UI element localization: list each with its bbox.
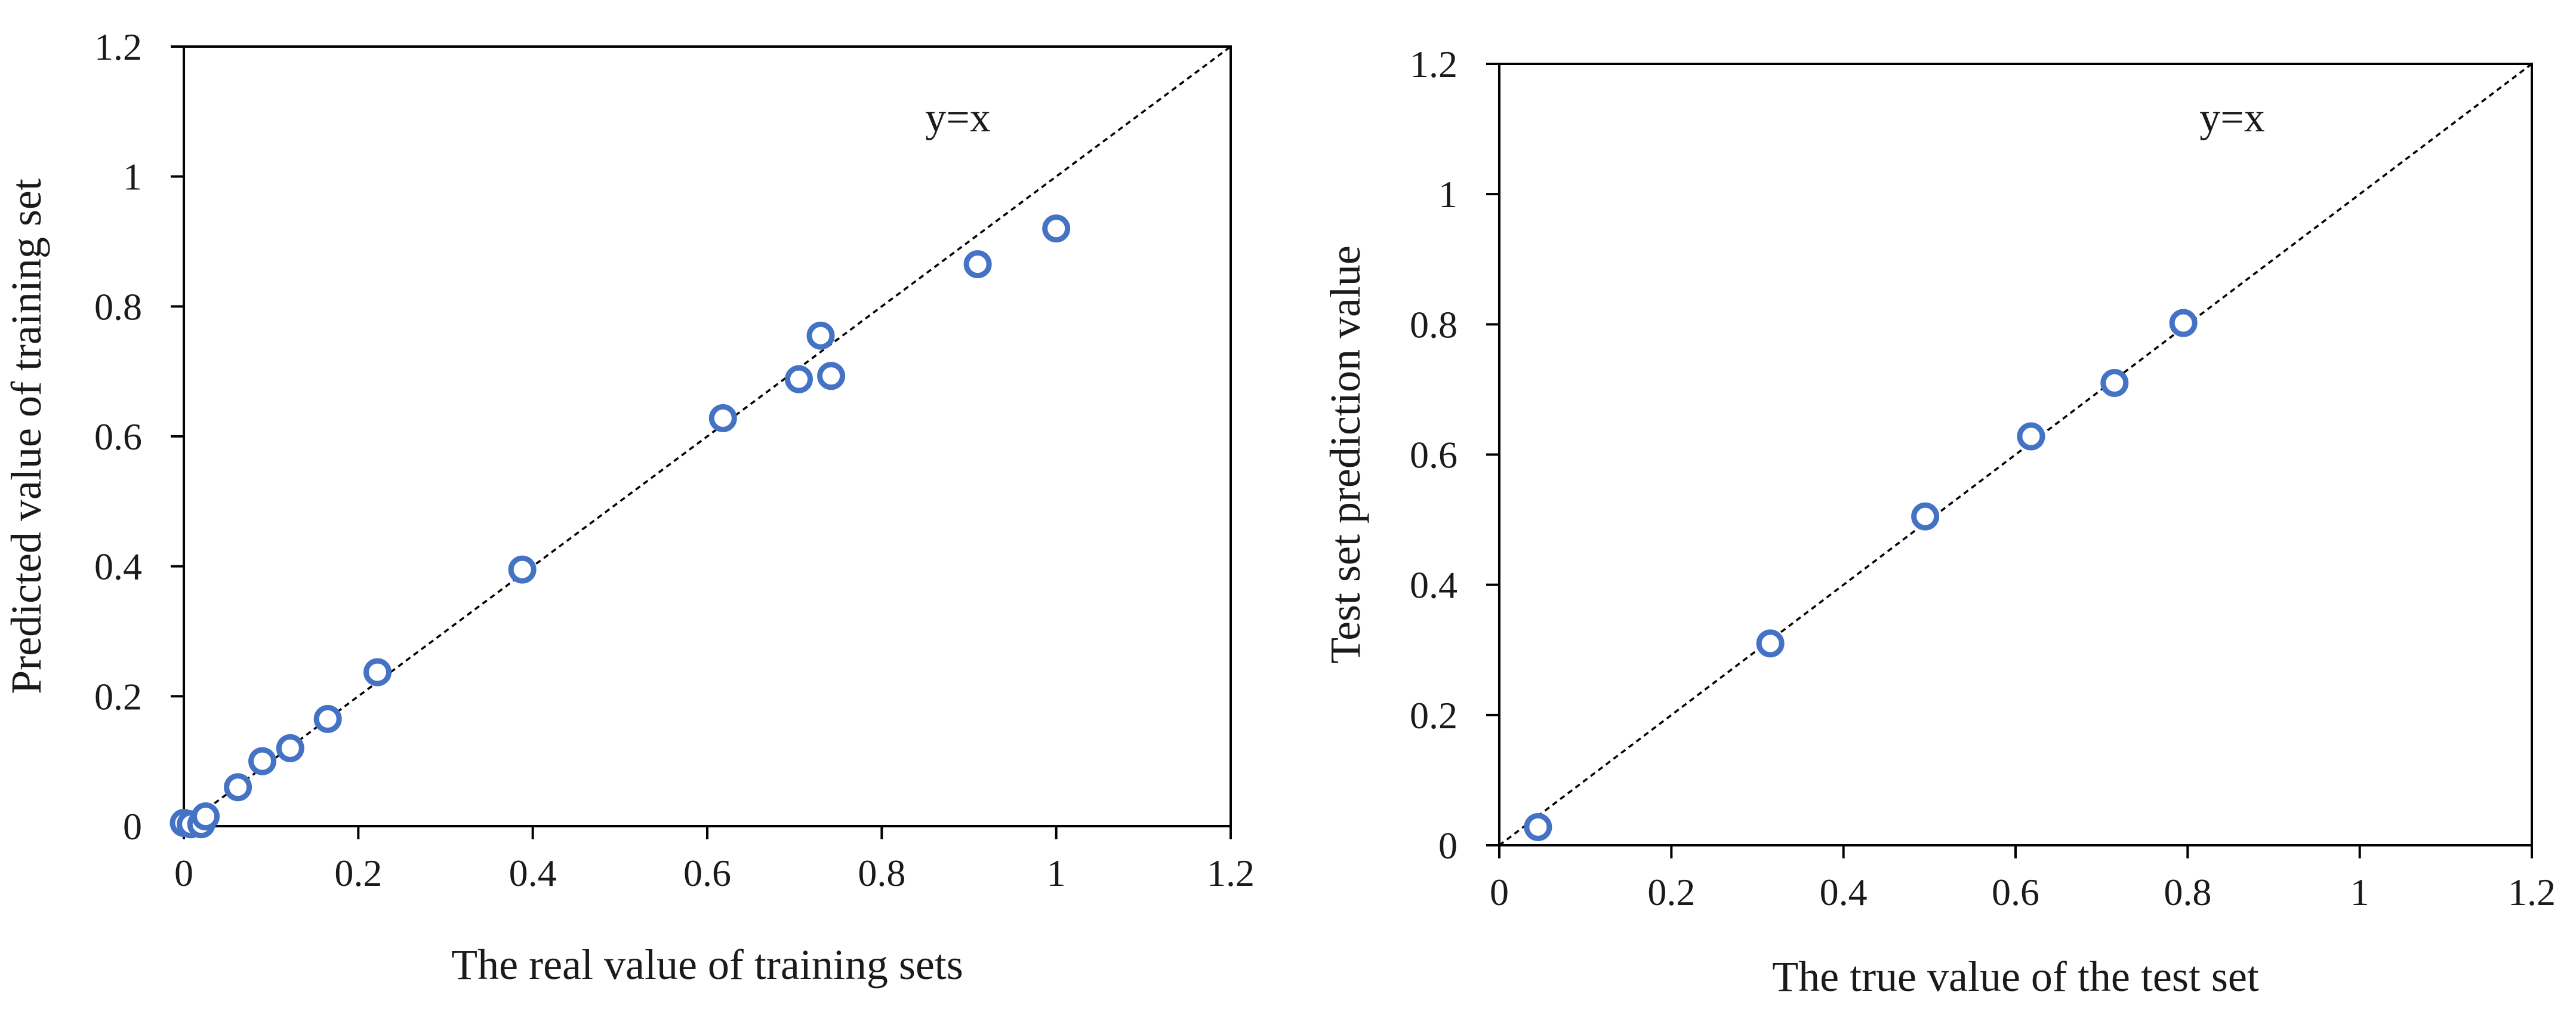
data-point bbox=[1524, 812, 1552, 841]
reference-line bbox=[1498, 63, 2533, 846]
y-tick-label: 0.6 bbox=[1410, 434, 1458, 476]
x-tick-label: 0.4 bbox=[509, 852, 557, 894]
reference-line-label: y=x bbox=[2199, 95, 2264, 141]
data-point bbox=[963, 250, 992, 279]
data-point bbox=[1756, 629, 1785, 658]
x-tick-label: 1.2 bbox=[1207, 852, 1255, 894]
data-point bbox=[1042, 214, 1071, 243]
y-tick-label: 0.2 bbox=[94, 675, 142, 718]
x-tick-label: 0 bbox=[1490, 871, 1509, 913]
x-tick-label: 0.2 bbox=[334, 852, 382, 894]
test-chart: y=x 0 0.2 0.4 0.6 0.8 1 1.2 0 0.2 0.4 0.6 0.8 1 1.2 The… bbox=[1321, 43, 2556, 1000]
y-tick-label: 0.4 bbox=[1410, 564, 1458, 606]
x-tick-label: 1 bbox=[2350, 871, 2369, 913]
data-point bbox=[2169, 309, 2198, 337]
data-point bbox=[276, 734, 304, 762]
y-tick-label: 0.8 bbox=[1410, 303, 1458, 346]
x-axis-label: The real value of training sets bbox=[451, 941, 963, 989]
x-tick-label: 0.6 bbox=[683, 852, 731, 894]
y-tick-label: 0.8 bbox=[94, 285, 142, 328]
y-tick-label: 0 bbox=[1438, 824, 1458, 867]
training-chart: y=x 0 0.2 0.4 0.6 0.8 1 1.2 0 0.2 0.4 0.6 0.8 1 1.2 The… bbox=[2, 26, 1255, 989]
x-tick-label: 0.8 bbox=[2164, 871, 2211, 913]
reference-line bbox=[183, 45, 1232, 827]
data-point bbox=[248, 747, 277, 775]
x-tick-label: 0.4 bbox=[1820, 871, 1868, 913]
x-tick-label: 0 bbox=[174, 852, 193, 894]
data-point bbox=[224, 773, 252, 802]
reference-line-label: y=x bbox=[925, 95, 990, 141]
data-point bbox=[313, 704, 342, 733]
x-tick-label: 1.2 bbox=[2508, 871, 2556, 913]
x-tick-label: 1 bbox=[1047, 852, 1066, 894]
x-tick-label: 0.6 bbox=[1992, 871, 2039, 913]
y-tick-label: 0.2 bbox=[1410, 694, 1458, 737]
data-point bbox=[363, 658, 392, 686]
data-point bbox=[1911, 502, 1940, 531]
x-axis-label: The true value of the test set bbox=[1772, 953, 2259, 1000]
y-tick-label: 0.6 bbox=[94, 415, 142, 458]
data-point bbox=[708, 404, 737, 433]
x-tick-label: 0.2 bbox=[1647, 871, 1695, 913]
data-point bbox=[784, 365, 813, 393]
data-point bbox=[806, 321, 835, 350]
data-point bbox=[508, 555, 537, 584]
data-point bbox=[817, 362, 846, 390]
y-tick-label: 1 bbox=[1438, 173, 1458, 215]
data-point bbox=[2100, 369, 2129, 398]
y-tick-label: 1.2 bbox=[1410, 43, 1458, 85]
data-point bbox=[192, 802, 220, 831]
y-axis-label: Test set prediction value bbox=[1321, 245, 1369, 664]
y-tick-label: 0 bbox=[123, 805, 142, 848]
y-tick-label: 1 bbox=[123, 156, 142, 198]
y-tick-label: 1.2 bbox=[94, 26, 142, 68]
data-point bbox=[2017, 422, 2045, 451]
y-axis-label: Predicted value of training set bbox=[2, 178, 50, 694]
x-tick-label: 0.8 bbox=[858, 852, 905, 894]
y-tick-label: 0.4 bbox=[94, 546, 142, 588]
